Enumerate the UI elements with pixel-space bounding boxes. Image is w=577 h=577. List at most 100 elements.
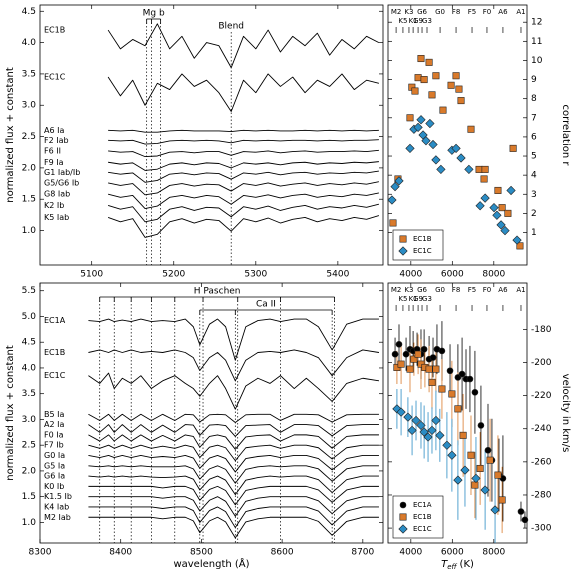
x-tick-label: 8500 <box>190 548 213 558</box>
marker <box>492 210 502 220</box>
spectrum-label: A6 Ia <box>44 126 64 135</box>
marker <box>429 354 437 361</box>
spectrum-label: M2 Iab <box>44 513 71 522</box>
spectral-type-label: G9 <box>413 295 423 303</box>
marker <box>413 122 423 132</box>
y-tick-label: -240 <box>531 424 552 434</box>
spectrum-label: G8 Iab <box>44 190 70 199</box>
marker <box>446 367 454 375</box>
spectrum-line <box>107 203 380 223</box>
marker <box>517 508 525 515</box>
spectrum-label: K1.5 Ib <box>44 492 72 501</box>
marker <box>411 415 421 426</box>
marker <box>427 425 437 436</box>
spectrum-label: G5 Ia <box>44 461 65 470</box>
x-tick-label: 6000 <box>441 270 464 280</box>
x-tick-label: 5100 <box>80 270 103 280</box>
marker <box>439 106 447 114</box>
x-axis-label-subscript: eff <box>447 563 457 571</box>
x-tick-label: 4000 <box>399 270 422 280</box>
marker <box>414 350 422 358</box>
marker <box>397 360 405 368</box>
y-tick-label: 12 <box>531 18 542 28</box>
marker <box>423 432 433 442</box>
y-tick-label: 3.5 <box>22 69 36 79</box>
marker <box>425 118 435 129</box>
spectral-type-label: F5 <box>468 286 476 294</box>
annotation: H Paschen <box>194 287 241 297</box>
plot-frame <box>39 4 384 266</box>
marker <box>448 390 456 398</box>
y-tick-label: 5.0 <box>22 312 37 322</box>
spectral-type-label: K5 <box>398 295 407 303</box>
marker <box>509 144 517 152</box>
y-tick-label: 6 <box>531 132 537 142</box>
spectrum-label: A2 Ia <box>44 420 64 429</box>
y-axis-label: normalized flux + constant <box>5 345 16 481</box>
marker <box>428 91 436 99</box>
spectrum-line <box>88 349 380 382</box>
legend-marker <box>398 246 408 256</box>
spectral-type-label: G3 <box>422 295 432 303</box>
marker <box>432 365 440 373</box>
plot-frame <box>387 4 528 266</box>
y-axis-label: velocity in km/s <box>560 374 571 453</box>
y-axis-label: normalized flux + constant <box>5 67 16 203</box>
y-tick-label: 1.0 <box>22 226 37 236</box>
marker <box>425 365 433 373</box>
y-tick-label: 3.0 <box>22 415 37 425</box>
marker <box>420 76 428 84</box>
spectrum-label: EC1A <box>44 316 66 325</box>
y-tick-label: 3 <box>531 190 537 200</box>
spectral-type-label: F0 <box>483 8 491 16</box>
y-tick-label: -180 <box>531 325 552 335</box>
spectrum-label: B5 Ia <box>44 410 64 419</box>
marker <box>464 164 474 175</box>
y-tick-label: 3.5 <box>22 389 36 399</box>
spectral-type-label: G6 <box>417 8 427 16</box>
spectrum-label: G0 Ia <box>44 451 65 460</box>
marker <box>453 475 463 485</box>
marker <box>438 385 446 393</box>
y-axis-label: correlation r <box>560 105 571 167</box>
marker <box>407 425 417 436</box>
marker <box>516 242 524 250</box>
spectrum-line <box>88 496 379 517</box>
marker <box>425 58 433 66</box>
spectral-type-label: A6 <box>498 286 508 294</box>
spectrum-line <box>107 192 379 210</box>
y-tick-label: 1 <box>531 228 537 238</box>
marker <box>498 204 506 212</box>
marker <box>494 186 502 194</box>
legend-marker <box>399 513 407 521</box>
marker <box>476 464 484 472</box>
spectrum-label: F0 Ia <box>44 430 64 439</box>
spectrum-label: EC1C <box>44 73 66 82</box>
spectrum-label: K0 Ib <box>44 482 64 491</box>
spectrum-line <box>108 139 379 145</box>
spectrum-label: EC1B <box>44 348 65 357</box>
spectrum-label: K5 Iab <box>44 213 69 222</box>
marker <box>394 176 404 186</box>
y-tick-label: 1.0 <box>22 518 37 528</box>
legend-marker <box>399 501 407 509</box>
y-tick-label: 1.5 <box>22 492 36 502</box>
y-tick-label: 10 <box>531 56 543 66</box>
spectral-type-label: K1 <box>409 17 418 25</box>
spectral-type-label: K3 <box>404 8 413 16</box>
marker <box>428 139 438 150</box>
marker <box>405 143 415 154</box>
marker <box>447 450 457 460</box>
marker <box>389 219 397 227</box>
legend-marker <box>399 235 407 243</box>
marker <box>436 164 446 175</box>
spectrum-line <box>107 73 380 112</box>
y-tick-label: 2.5 <box>22 441 36 451</box>
plot-frame <box>39 282 384 544</box>
spectrum-line <box>88 444 379 462</box>
x-tick-label: 8000 <box>482 548 505 558</box>
y-tick-label: 2.0 <box>22 163 37 173</box>
marker <box>512 235 522 245</box>
marker <box>406 114 414 122</box>
